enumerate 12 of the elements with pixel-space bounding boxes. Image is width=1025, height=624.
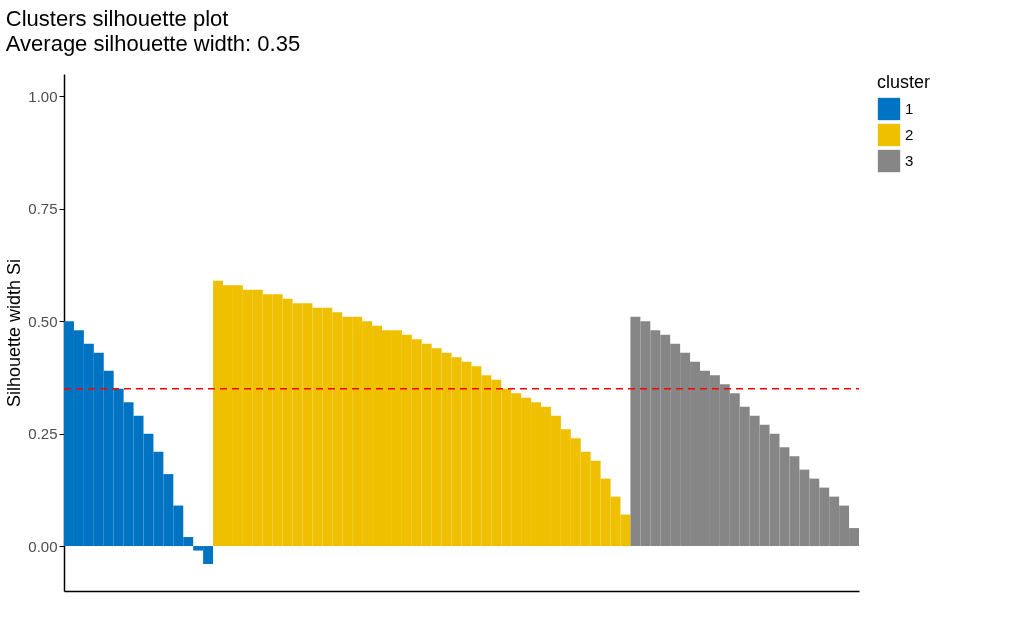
y-tick-label: 0.50 — [28, 312, 58, 330]
chart-title: Clusters silhouette plot — [5, 6, 229, 31]
legend-label: 2 — [905, 126, 914, 143]
y-tick-label: 0.00 — [28, 537, 58, 555]
y-tick-label: 0.25 — [28, 425, 58, 443]
y-tick-label: 0.75 — [28, 200, 58, 218]
chart-subtitle: Average silhouette width: 0.35 — [5, 31, 301, 56]
legend-label: 3 — [905, 152, 914, 169]
y-tick-label: 1.00 — [28, 87, 58, 105]
y-axis-title: Silhouette width Si — [4, 258, 25, 408]
legend-label: 1 — [905, 100, 914, 117]
legend-title: cluster — [877, 72, 931, 92]
